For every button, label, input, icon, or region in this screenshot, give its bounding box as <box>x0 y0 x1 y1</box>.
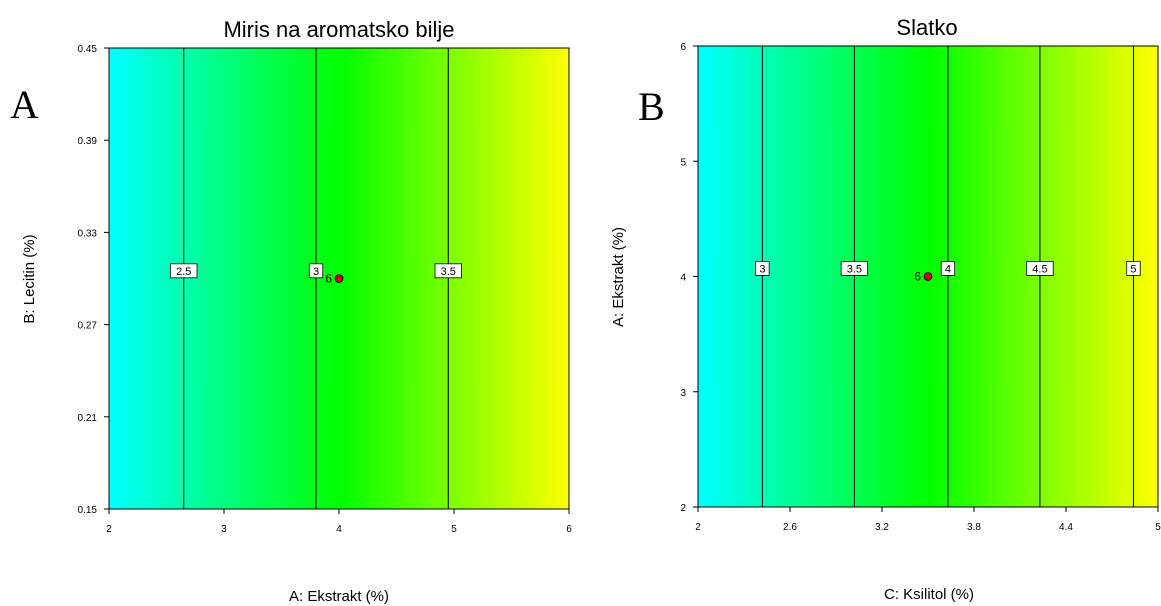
plot-area-b: 3 3.5 4 4.5 5 2 2.6 3.2 3.8 4.4 5 2 3 4 5 6 6 <box>680 42 1161 533</box>
design-point-label: 6 <box>914 270 921 284</box>
contour-label-box <box>840 261 869 276</box>
y-tick-label: 0.15 <box>78 505 98 516</box>
contour-label-box <box>170 263 198 279</box>
y-axis-title-b: A: Ekstrakt (%) <box>610 227 627 327</box>
x-tick-label: 3 <box>221 524 227 535</box>
contour-label: 4.5 <box>1032 263 1047 275</box>
contour-label: 3 <box>759 263 765 275</box>
y-tick-label: 0.21 <box>78 413 98 424</box>
x-tick-label: 2 <box>695 522 701 533</box>
y-tick-label: 5 <box>680 157 686 168</box>
contour-label-box <box>434 263 462 279</box>
contour-label: 4 <box>945 263 951 275</box>
design-point <box>334 274 344 283</box>
y-tick-label: 0.39 <box>78 136 98 147</box>
y-tick-label: 2 <box>680 503 686 514</box>
panel-letter-a: A <box>10 82 39 127</box>
chart-title-a: Miris na aromatsko bilje <box>223 17 454 42</box>
contour-panel-b: B Slatko C: Ksilitol (%) A: Ekstrakt (%)… <box>610 15 1161 603</box>
y-tick-label: 6 <box>680 42 686 53</box>
contour-label: 3 <box>313 266 319 278</box>
x-axis-title-b: C: Ksilitol (%) <box>884 586 974 603</box>
x-tick-label: 5 <box>1155 522 1161 533</box>
panel-letter-b: B <box>638 84 665 129</box>
contour-label: 3.5 <box>847 263 862 275</box>
contour-label: 5 <box>1130 263 1136 275</box>
y-axis-title-a: B: Lecitin (%) <box>21 234 38 323</box>
x-tick-label: 4.4 <box>1059 522 1073 533</box>
chart-title-b: Slatko <box>896 15 957 40</box>
plot-area-a: 2.5 3 3.5 2 3 4 5 6 0.15 0.21 0.27 0.33 0.39 0.45 6 <box>78 44 573 535</box>
y-tick-label: 4 <box>680 273 686 284</box>
y-tick-label: 0.45 <box>78 44 98 55</box>
x-tick-label: 6 <box>566 524 572 535</box>
contour-label-box <box>1126 261 1141 276</box>
x-tick-label: 3.2 <box>875 522 889 533</box>
contour-label-box <box>1026 261 1054 276</box>
contour-label-box <box>940 261 956 276</box>
x-tick-label: 3.8 <box>967 522 981 533</box>
contour-label: 3.5 <box>441 266 456 278</box>
x-tick-label: 2.6 <box>783 522 797 533</box>
contour-panel-a: A Miris na aromatsko bilje A: Ekstrakt (… <box>10 17 572 605</box>
x-axis-title-a: A: Ekstrakt (%) <box>289 588 389 605</box>
design-point-label: 6 <box>325 272 332 286</box>
contour-label-box <box>755 261 770 276</box>
design-point <box>923 272 933 281</box>
x-tick-label: 5 <box>451 524 457 535</box>
x-tick-label: 4 <box>336 524 342 535</box>
contour-label-box <box>308 263 324 279</box>
contour-label: 2.5 <box>176 266 191 278</box>
y-tick-label: 0.33 <box>78 228 98 239</box>
y-tick-label: 3 <box>680 388 686 399</box>
x-tick-label: 2 <box>106 524 112 535</box>
y-tick-label: 0.27 <box>78 321 98 332</box>
